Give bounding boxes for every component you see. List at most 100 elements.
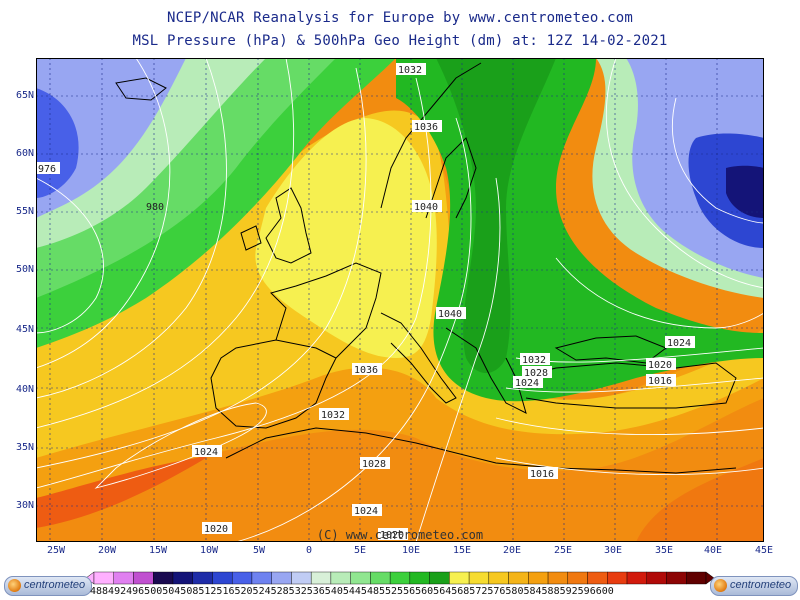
graticule: [36, 58, 764, 542]
lon-label: 30E: [603, 545, 623, 556]
isobar-label: 1016: [646, 374, 676, 387]
colorbar: [85, 571, 715, 585]
isobar-label: 1024: [665, 336, 695, 349]
isobar-label: 1020: [378, 528, 408, 541]
map-title: NCEP/NCAR Reanalysis for Europe by www.c…: [167, 10, 633, 26]
colorbar-swatches: [85, 571, 715, 585]
lon-label: 40E: [703, 545, 723, 556]
isobar-label: 1040: [436, 307, 466, 320]
isobar-label: 980: [146, 202, 164, 213]
isobar-label: 1032: [396, 63, 426, 76]
lon-label: 10W: [199, 545, 219, 556]
isobar-label: 1032: [319, 408, 349, 421]
isobar-labels: 1032 1036 1040 1040 1036 1032 1028 1024 …: [36, 63, 695, 541]
svg-text:1016: 1016: [530, 469, 554, 480]
svg-text:1032: 1032: [398, 65, 422, 76]
colorbar-swatch: [350, 571, 371, 585]
map-canvas: 1032 1036 1040 1040 1036 1032 1028 1024 …: [36, 58, 764, 542]
lon-label: 35E: [654, 545, 674, 556]
isobar-label: 1036: [412, 120, 442, 133]
lon-label: 10E: [401, 545, 421, 556]
colorbar-swatch: [370, 571, 391, 585]
svg-text:1020: 1020: [380, 530, 404, 541]
colorbar-swatch: [291, 571, 312, 585]
colorbar-swatch: [310, 571, 332, 585]
svg-text:976: 976: [38, 164, 56, 175]
colorbar-swatch: [528, 571, 549, 585]
isobars: [36, 58, 764, 542]
svg-text:1024: 1024: [515, 378, 539, 389]
colorbar-swatch: [172, 571, 193, 585]
svg-text:1036: 1036: [414, 122, 438, 133]
svg-text:1020: 1020: [648, 360, 672, 371]
coastlines: [115, 62, 737, 474]
colorbar-swatch: [231, 571, 253, 585]
svg-text:1040: 1040: [438, 309, 462, 320]
colorbar-swatch: [93, 571, 114, 585]
svg-text:1036: 1036: [354, 365, 378, 376]
svg-text:1016: 1016: [648, 376, 672, 387]
svg-text:1028: 1028: [524, 368, 548, 379]
colorbar-swatch: [547, 571, 569, 585]
isobar-label: 1016: [528, 467, 558, 480]
field-ridge-552: [255, 118, 437, 358]
lon-label: 15E: [452, 545, 472, 556]
isobar-label: 976: [36, 162, 60, 175]
lat-label: 40N: [15, 384, 34, 395]
low-east-center: [726, 165, 764, 218]
colorbar-swatch: [212, 571, 233, 585]
colorbar-swatch: [271, 571, 292, 585]
isobar-label: 1032: [520, 353, 550, 366]
colorbar-swatch: [330, 571, 351, 585]
isobar-label: 1040: [412, 200, 442, 213]
field-576-east: [636, 458, 764, 542]
colorbar-swatch: [607, 571, 628, 585]
isobar-label: 1036: [352, 363, 382, 376]
lon-label: 5W: [252, 545, 266, 556]
svg-text:1028: 1028: [362, 459, 386, 470]
lon-label: 5E: [353, 545, 367, 556]
isobar-label: 1024: [513, 376, 543, 389]
lon-label: 20W: [97, 545, 117, 556]
lat-label: 30N: [15, 500, 34, 511]
isobar-label: 1020: [646, 358, 676, 371]
lat-label: 55N: [15, 206, 34, 217]
svg-text:1040: 1040: [414, 202, 438, 213]
copyright-text: (C) www.centrometeo.com: [316, 528, 484, 542]
logo-ball-icon: [714, 579, 727, 592]
lon-label: 45E: [754, 545, 774, 556]
logo-ball-icon: [8, 579, 21, 592]
colorbar-swatch: [192, 571, 213, 585]
low-west-outer: [36, 58, 186, 218]
logo-left[interactable]: centrometeo: [4, 576, 92, 596]
logo-right[interactable]: centrometeo: [710, 576, 798, 596]
colorbar-swatch: [646, 571, 667, 585]
lat-label: 60N: [15, 148, 34, 159]
isobar-label: 1024: [192, 445, 222, 458]
isobar-label: 1028: [522, 366, 552, 379]
colorbar-swatch: [153, 571, 174, 585]
colorbar-swatch: [429, 571, 450, 585]
lon-label: 20E: [502, 545, 522, 556]
lon-label: 25E: [553, 545, 573, 556]
map-frame: [36, 58, 764, 542]
colorbar-swatch: [587, 571, 608, 585]
svg-text:1024: 1024: [194, 447, 218, 458]
colorbar-swatch: [567, 571, 588, 585]
lat-label: 35N: [15, 442, 34, 453]
colorbar-labels: 4884924965005045085125165205245285325365…: [90, 586, 614, 597]
field-540: [436, 58, 556, 373]
logo-text: centrometeo: [730, 579, 792, 591]
svg-text:1032: 1032: [522, 355, 546, 366]
colorbar-swatch: [626, 571, 647, 585]
lat-label: 65N: [15, 90, 34, 101]
svg-text:1032: 1032: [321, 410, 345, 421]
colorbar-swatch: [449, 571, 470, 585]
colorbar-swatch: [251, 571, 272, 585]
lat-label: 45N: [15, 324, 34, 335]
colorbar-swatch: [389, 571, 411, 585]
svg-text:1020: 1020: [204, 524, 228, 535]
colorbar-swatch: [468, 571, 490, 585]
colorbar-swatch: [686, 571, 707, 585]
isobar-label: 1028: [360, 457, 390, 470]
